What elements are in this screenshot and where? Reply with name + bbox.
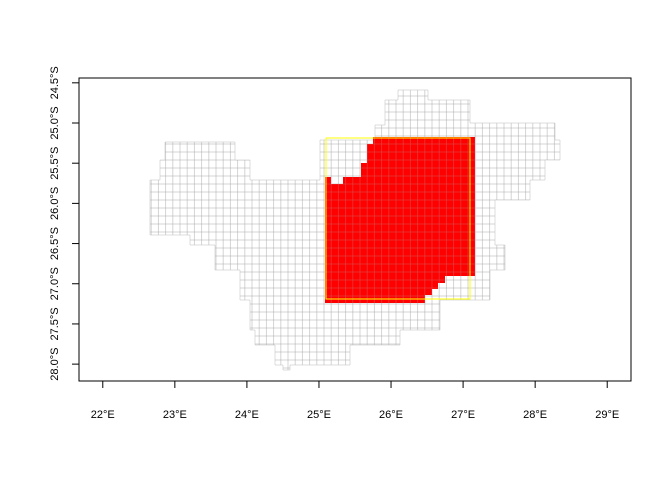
x-tick-label: 28°E: [523, 409, 547, 421]
y-tick-label: 27.5°S: [49, 307, 61, 340]
y-tick-label: 26.5°S: [49, 227, 61, 260]
x-tick-label: 22°E: [91, 409, 115, 421]
y-tick-label: 28.0°S: [49, 348, 61, 381]
x-tick-label: 24°E: [235, 409, 259, 421]
y-tick-label: 26.0°S: [49, 187, 61, 220]
x-tick-label: 27°E: [451, 409, 475, 421]
y-tick-label: 24.5°S: [49, 66, 61, 99]
x-tick-label: 25°E: [307, 409, 331, 421]
x-tick-label: 23°E: [163, 409, 187, 421]
y-tick-label: 25.0°S: [49, 106, 61, 139]
y-tick-label: 25.5°S: [49, 147, 61, 180]
selected-cells-grid: [325, 137, 475, 303]
x-tick-label: 26°E: [379, 409, 403, 421]
x-tick-label: 29°E: [595, 409, 619, 421]
y-tick-label: 27.0°S: [49, 267, 61, 300]
extent-box: [325, 137, 471, 300]
